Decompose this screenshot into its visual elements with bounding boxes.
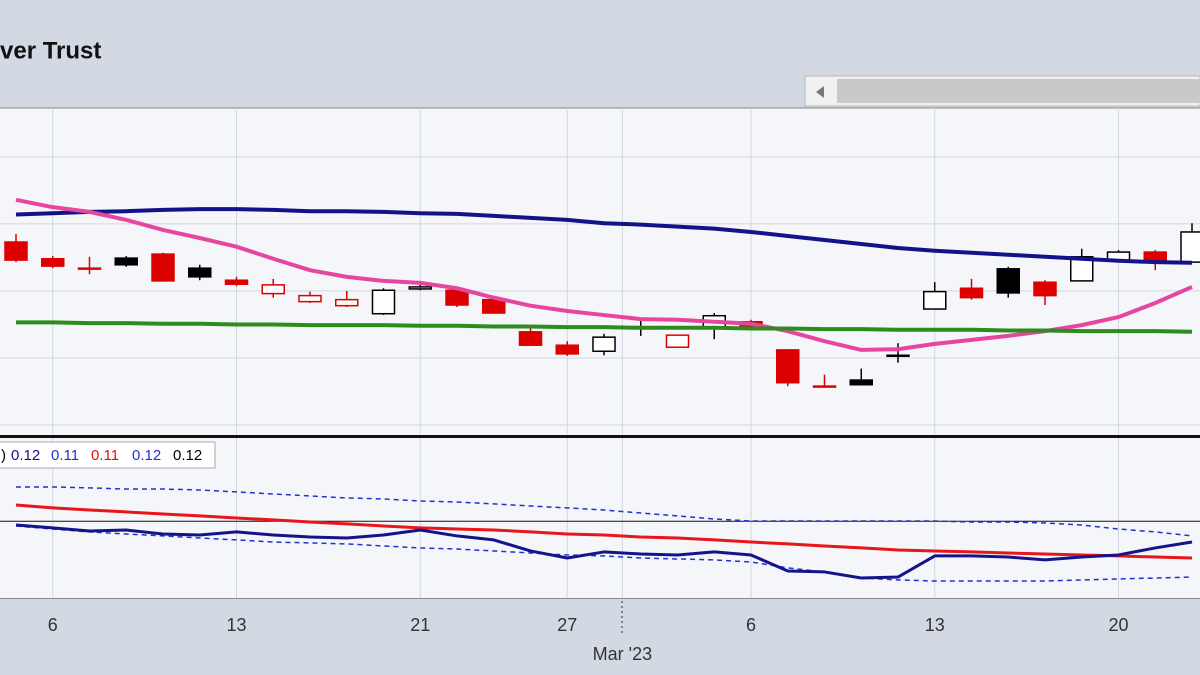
marks xyxy=(0,197,1200,582)
candle-body xyxy=(408,286,432,290)
candle-body xyxy=(4,241,28,261)
legend-text: ) 0.12 0.11 0.11 0.12 0.12 xyxy=(1,447,202,464)
legend-value: 0.12 xyxy=(11,447,40,464)
candle-body xyxy=(371,289,396,315)
indicator-line xyxy=(15,525,1193,582)
candle-body xyxy=(1033,281,1057,297)
moving-average-line xyxy=(16,320,1193,334)
candle-body xyxy=(298,294,322,303)
x-tick-label: 21 xyxy=(410,615,430,635)
indicator-line xyxy=(15,523,1193,580)
candle-body xyxy=(445,289,469,306)
candle-body xyxy=(188,267,212,278)
x-tick-label: 27 xyxy=(557,615,577,635)
legend-value: 0.12 xyxy=(173,447,202,464)
scroll-thumb[interactable] xyxy=(837,79,1200,103)
x-tick-label: 13 xyxy=(226,615,246,635)
legend-prefix: ) xyxy=(1,447,6,464)
scroll-left-arrow[interactable] xyxy=(816,86,824,98)
candle-body xyxy=(335,298,359,307)
candle-body xyxy=(555,344,579,355)
candle-body xyxy=(996,268,1020,294)
moving-average-line xyxy=(15,207,1193,265)
x-tick-label: 6 xyxy=(48,615,58,635)
candle-body xyxy=(849,379,873,386)
candle-body xyxy=(261,284,285,295)
candle-body xyxy=(886,354,910,358)
candle-body xyxy=(114,257,138,266)
indicator-line xyxy=(15,503,1193,560)
indicator-line xyxy=(16,486,1193,537)
legend-value: 0.11 xyxy=(91,447,119,464)
candle-body xyxy=(923,290,947,310)
candle-body xyxy=(1180,231,1200,263)
candle-body xyxy=(959,287,984,299)
candle-body xyxy=(812,385,837,388)
candle-body xyxy=(776,349,800,384)
month-label: Mar '23 xyxy=(593,644,652,664)
candle-body xyxy=(41,258,65,267)
indicator-legend: ) 0.12 0.11 0.11 0.12 0.12 xyxy=(0,441,216,469)
legend-value: 0.11 xyxy=(51,447,79,464)
grid xyxy=(0,108,1200,598)
scrollbar[interactable] xyxy=(804,75,1200,107)
candle-body xyxy=(1070,256,1094,282)
candle-body xyxy=(482,298,506,314)
moving-average-line xyxy=(15,197,1193,352)
chart-title: ver Trust xyxy=(0,37,101,64)
x-tick-label: 13 xyxy=(925,615,945,635)
candle-body xyxy=(151,253,175,282)
candle-body xyxy=(224,279,249,285)
x-tick-label: 20 xyxy=(1108,615,1128,635)
candle-body xyxy=(77,267,102,270)
legend-box xyxy=(0,441,216,469)
legend-value: 0.12 xyxy=(132,447,161,464)
candle-body xyxy=(518,331,543,346)
x-axis: 6 13 21 27 6 13 20 Mar '23 xyxy=(48,615,1129,664)
candle-body xyxy=(592,336,616,352)
candle-body xyxy=(665,334,690,348)
x-tick-label: 6 xyxy=(746,615,756,635)
